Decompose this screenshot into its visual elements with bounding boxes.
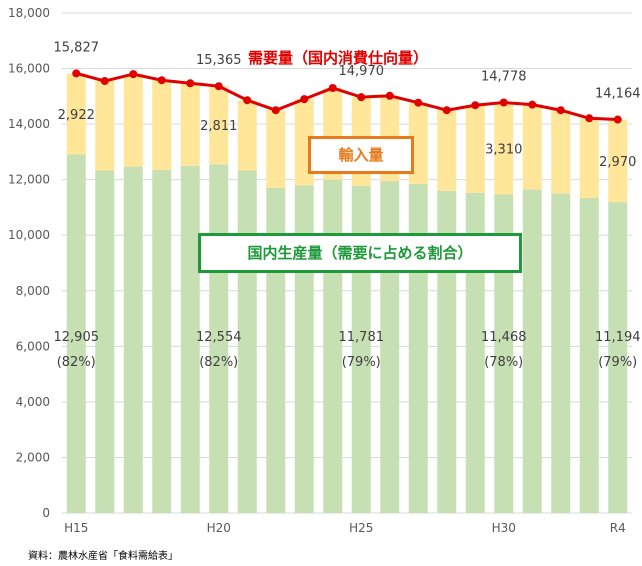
domestic-bar — [494, 194, 514, 513]
demand-point — [328, 84, 337, 92]
bars — [66, 73, 628, 514]
y-axis: 0 2,000 4,000 6,000 8,000 10,000 12,000 14,000 1… — [8, 6, 50, 520]
y-tick-label: 0 — [42, 506, 50, 520]
demand-line — [72, 69, 622, 124]
demand-value-label: 14,970 — [339, 64, 385, 79]
import-bar — [608, 119, 628, 203]
demand-point — [385, 91, 394, 100]
demand-point — [271, 106, 280, 115]
domestic-bar — [380, 181, 400, 514]
demand-point — [300, 95, 309, 104]
import-bar — [152, 80, 172, 170]
domestic-bar — [608, 202, 628, 514]
y-tick-label: 14,000 — [8, 117, 50, 131]
domestic-series-label: 国内生産量（需要に占める割合） — [198, 233, 522, 273]
import-bar — [437, 110, 457, 191]
domestic-bar — [522, 189, 542, 513]
demand-series-label: 需要量（国内消費仕向量） — [248, 49, 429, 67]
import-bar — [465, 105, 485, 193]
domestic-bar — [180, 165, 200, 513]
y-tick-label: 8,000 — [16, 284, 50, 298]
domestic-share-label: (78%) — [484, 355, 523, 370]
demand-value-label: 15,827 — [54, 40, 100, 55]
domestic-bar — [123, 166, 143, 513]
domestic-bar — [66, 154, 86, 513]
demand-point — [243, 96, 252, 105]
y-tick-label: 12,000 — [8, 173, 50, 187]
domestic-share-label: (82%) — [57, 355, 96, 370]
domestic-bar — [323, 179, 343, 513]
x-tick-label: R4 — [610, 521, 626, 535]
x-axis: H15 H20 H25 H30 R4 — [64, 521, 626, 535]
demand-point — [442, 106, 451, 115]
import-value-label: 2,970 — [599, 155, 636, 170]
demand-point — [585, 114, 594, 123]
demand-point — [613, 115, 622, 124]
import-bar — [266, 110, 286, 188]
demand-point — [72, 69, 81, 78]
x-tick-label: H30 — [492, 521, 516, 535]
demand-point — [157, 76, 166, 85]
demand-point — [214, 82, 223, 91]
x-tick-label: H15 — [64, 521, 88, 535]
demand-point — [414, 98, 423, 107]
demand-point — [100, 77, 109, 86]
demand-point — [528, 100, 537, 109]
domestic-share-label: (79%) — [342, 355, 381, 370]
domestic-value-label: 12,905 — [54, 330, 100, 345]
demand-line-path — [75, 71, 618, 122]
demand-point — [499, 98, 508, 107]
y-tick-label: 4,000 — [16, 395, 50, 409]
domestic-bar — [579, 198, 599, 513]
import-bar — [180, 83, 200, 166]
domestic-share-label: (79%) — [598, 355, 637, 370]
import-series-label: 輸入量 — [308, 136, 414, 174]
x-tick-label: H20 — [207, 521, 231, 535]
demand-value-label: 14,164 — [595, 87, 641, 102]
y-tick-label: 6,000 — [16, 339, 50, 353]
domestic-share-label: (82%) — [199, 355, 238, 370]
import-value-label: 3,310 — [485, 142, 522, 157]
x-tick-label: H25 — [349, 521, 373, 535]
demand-point — [471, 101, 480, 110]
domestic-value-label: 12,554 — [196, 330, 242, 345]
y-tick-label: 16,000 — [8, 62, 50, 76]
import-bar — [95, 81, 115, 171]
domestic-bar — [95, 170, 115, 513]
y-tick-label: 2,000 — [16, 450, 50, 464]
domestic-value-label: 11,194 — [595, 330, 641, 345]
demand-value-label: 15,365 — [196, 53, 242, 68]
import-bar — [237, 100, 257, 171]
demand-value-label: 14,778 — [481, 70, 527, 85]
import-bar — [494, 102, 514, 195]
import-bar — [579, 118, 599, 198]
y-tick-label: 10,000 — [8, 228, 50, 242]
domestic-bar — [551, 193, 571, 514]
demand-point — [186, 79, 195, 88]
import-value-label: 2,811 — [200, 119, 237, 134]
import-value-label: 2,922 — [58, 108, 95, 123]
source-note: 資料：農林水産省「食料需給表」 — [28, 551, 178, 562]
import-bar — [123, 74, 143, 167]
import-bar — [551, 110, 571, 194]
import-bar — [209, 86, 229, 165]
y-tick-label: 18,000 — [8, 6, 50, 20]
domestic-bar — [152, 169, 172, 513]
demand-point — [357, 93, 366, 102]
domestic-value-label: 11,781 — [339, 330, 385, 345]
import-bar — [522, 104, 542, 190]
demand-point — [129, 70, 138, 79]
import-bar — [66, 73, 86, 155]
demand-point — [556, 106, 565, 115]
domestic-value-label: 11,468 — [481, 330, 527, 345]
